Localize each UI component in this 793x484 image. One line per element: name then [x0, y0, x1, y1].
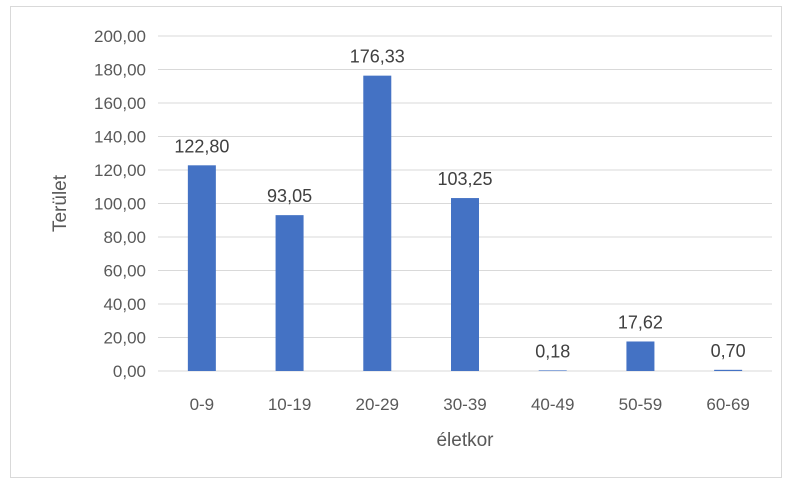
x-axis-ticks: 0-9 10-19 20-29 30-39 40-49 50-59 60-69 [190, 395, 750, 414]
x-tick-label: 50-59 [619, 395, 662, 414]
y-tick-label: 20,00 [103, 329, 146, 348]
y-tick-label: 100,00 [94, 195, 146, 214]
x-tick-label: 20-29 [356, 395, 399, 414]
bar-30-39 [451, 198, 479, 371]
data-label: 0,18 [535, 342, 570, 362]
bar-0-9 [187, 165, 216, 371]
y-axis-ticks: 0,00 20,00 40,00 60,00 80,00 100,00 120,00 140,… [94, 27, 146, 381]
x-tick-label: 60-69 [706, 395, 749, 414]
data-label: 93,05 [267, 186, 312, 206]
y-tick-label: 180,00 [94, 61, 146, 80]
y-tick-label: 60,00 [103, 262, 146, 281]
y-tick-label: 160,00 [94, 94, 146, 113]
data-label: 176,33 [350, 47, 405, 67]
x-tick-label: 30-39 [443, 395, 486, 414]
bar-20-29 [363, 75, 392, 371]
gridlines [158, 35, 772, 372]
data-label: 103,25 [437, 169, 492, 189]
x-tick-label: 0-9 [190, 395, 215, 414]
y-tick-label: 80,00 [103, 228, 146, 247]
data-labels: 122,80 93,05 176,33 103,25 0,18 17,62 0,70 [174, 47, 745, 362]
x-axis-title: életkor [436, 430, 494, 451]
y-tick-label: 200,00 [94, 27, 146, 46]
bar-10-19 [275, 215, 304, 371]
data-label: 122,80 [174, 136, 229, 156]
data-label: 17,62 [618, 312, 663, 332]
y-tick-label: 140,00 [94, 128, 146, 147]
y-tick-label: 40,00 [103, 295, 146, 314]
data-label: 0,70 [711, 341, 746, 361]
x-tick-label: 10-19 [268, 395, 311, 414]
y-tick-label: 0,00 [113, 362, 146, 381]
y-tick-label: 120,00 [94, 161, 146, 180]
bar-50-59 [626, 341, 655, 371]
chart-area [10, 6, 782, 478]
bar-60-69 [714, 369, 743, 371]
x-tick-label: 40-49 [531, 395, 574, 414]
bars [187, 75, 743, 371]
y-axis-title: Terület [50, 174, 71, 232]
bar-40-49 [538, 370, 567, 371]
